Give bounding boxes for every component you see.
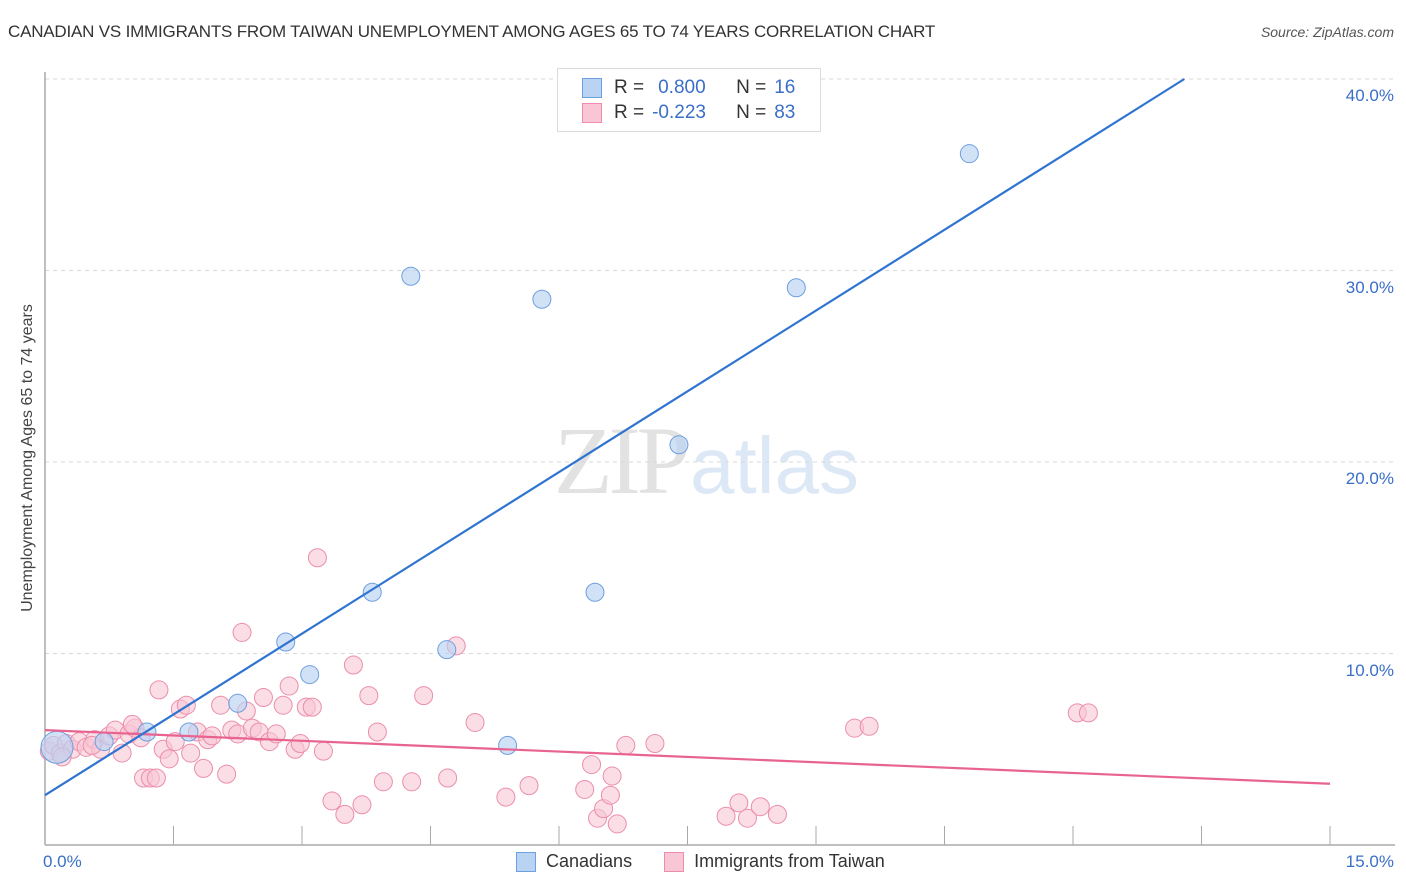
data-point-canadians[interactable] <box>94 732 114 752</box>
trend-lines <box>44 78 1331 797</box>
data-point-taiwan[interactable] <box>607 814 627 834</box>
data-point-taiwan[interactable] <box>767 804 787 824</box>
data-point-taiwan[interactable] <box>352 795 372 815</box>
gridlines <box>45 78 1395 654</box>
data-point-taiwan[interactable] <box>359 686 379 706</box>
x-tick-15: 15.0% <box>1345 852 1394 871</box>
data-point-taiwan[interactable] <box>149 680 169 700</box>
data-point-taiwan[interactable] <box>373 772 393 792</box>
data-point-taiwan[interactable] <box>290 734 310 754</box>
legend-label: Immigrants from Taiwan <box>694 851 885 871</box>
data-point-canadians[interactable] <box>179 722 199 742</box>
data-point-taiwan[interactable] <box>575 779 595 799</box>
data-point-taiwan[interactable] <box>496 787 516 807</box>
trend-line-canadians <box>44 78 1185 797</box>
data-point-taiwan[interactable] <box>600 785 620 805</box>
data-point-taiwan[interactable] <box>438 768 458 788</box>
data-point-taiwan[interactable] <box>181 743 201 763</box>
x-tick-0: 0.0% <box>43 852 82 871</box>
data-point-taiwan[interactable] <box>414 686 434 706</box>
legend-item-taiwan[interactable]: Immigrants from Taiwan <box>664 851 885 872</box>
data-point-canadians[interactable] <box>401 266 421 286</box>
y-tick-30: 30.0% <box>1345 278 1394 297</box>
data-point-canadians[interactable] <box>959 144 979 164</box>
data-point-taiwan[interactable] <box>616 735 636 755</box>
series-immigrants-from-taiwan <box>39 548 1098 834</box>
data-point-canadians[interactable] <box>532 289 552 309</box>
legend-row-canadians: R = 0.800 N = 16 <box>582 77 795 99</box>
series-canadians <box>40 144 979 764</box>
n-value: 16 <box>774 77 796 98</box>
data-point-taiwan[interactable] <box>217 764 237 784</box>
data-point-taiwan[interactable] <box>322 791 342 811</box>
data-point-taiwan[interactable] <box>266 724 286 744</box>
data-point-canadians[interactable] <box>669 435 689 455</box>
blue-swatch-icon <box>516 851 536 872</box>
data-point-canadians[interactable] <box>437 640 457 660</box>
data-point-taiwan[interactable] <box>737 808 757 828</box>
axes <box>44 72 1395 846</box>
source-label: Source: ZipAtlas.com <box>1260 24 1394 40</box>
data-point-taiwan[interactable] <box>313 741 333 761</box>
data-point-taiwan[interactable] <box>232 622 252 642</box>
r-label: R = <box>614 102 645 123</box>
data-point-taiwan[interactable] <box>582 755 602 775</box>
trend-line-taiwan <box>44 729 1331 785</box>
pink-swatch-icon <box>582 103 602 123</box>
data-point-taiwan[interactable] <box>402 772 422 792</box>
correlation-legend: R = 0.800 N = 16 R = -0.223 N = 83 <box>557 68 821 132</box>
data-point-taiwan[interactable] <box>465 712 485 732</box>
pink-swatch-icon <box>664 851 685 872</box>
series-legend: Canadians Immigrants from Taiwan <box>516 851 917 872</box>
r-label: R = <box>614 77 645 98</box>
data-point-taiwan[interactable] <box>859 716 879 736</box>
data-point-taiwan[interactable] <box>253 688 273 708</box>
data-point-taiwan[interactable] <box>750 797 770 817</box>
data-point-taiwan[interactable] <box>343 655 363 675</box>
data-point-taiwan[interactable] <box>159 749 179 769</box>
data-point-taiwan[interactable] <box>716 806 736 826</box>
n-label: N = <box>736 77 767 98</box>
data-point-taiwan[interactable] <box>165 732 185 752</box>
data-point-canadians[interactable] <box>40 730 74 764</box>
data-point-taiwan[interactable] <box>519 776 539 796</box>
n-label: N = <box>736 102 767 123</box>
r-value: -0.223 <box>652 102 706 123</box>
data-point-taiwan[interactable] <box>279 676 299 696</box>
data-point-taiwan[interactable] <box>335 804 355 824</box>
data-point-canadians[interactable] <box>585 582 605 602</box>
data-point-taiwan[interactable] <box>367 722 387 742</box>
chart-title: CANADIAN VS IMMIGRANTS FROM TAIWAN UNEMP… <box>8 22 936 41</box>
blue-swatch-icon <box>582 78 602 98</box>
data-point-taiwan[interactable] <box>302 697 322 717</box>
y-tick-20: 20.0% <box>1345 469 1394 488</box>
data-point-taiwan[interactable] <box>729 793 749 813</box>
legend-row-taiwan: R = -0.223 N = 83 <box>582 102 795 124</box>
data-point-taiwan[interactable] <box>211 695 231 715</box>
data-point-taiwan[interactable] <box>146 768 166 788</box>
data-point-taiwan[interactable] <box>273 695 293 715</box>
data-point-taiwan[interactable] <box>1078 703 1098 723</box>
y-tick-10: 10.0% <box>1345 661 1394 680</box>
data-point-canadians[interactable] <box>300 665 320 685</box>
legend-item-canadians[interactable]: Canadians <box>516 851 632 872</box>
r-value: 0.800 <box>658 77 706 98</box>
n-value: 83 <box>774 102 796 123</box>
data-point-canadians[interactable] <box>498 735 518 755</box>
data-point-canadians[interactable] <box>228 693 248 713</box>
data-point-taiwan[interactable] <box>193 758 213 778</box>
data-point-taiwan[interactable] <box>645 734 665 754</box>
legend-label: Canadians <box>546 851 633 871</box>
data-point-taiwan[interactable] <box>307 548 327 568</box>
data-point-taiwan[interactable] <box>602 766 622 786</box>
data-point-canadians[interactable] <box>786 278 806 298</box>
y-tick-40: 40.0% <box>1345 86 1394 105</box>
